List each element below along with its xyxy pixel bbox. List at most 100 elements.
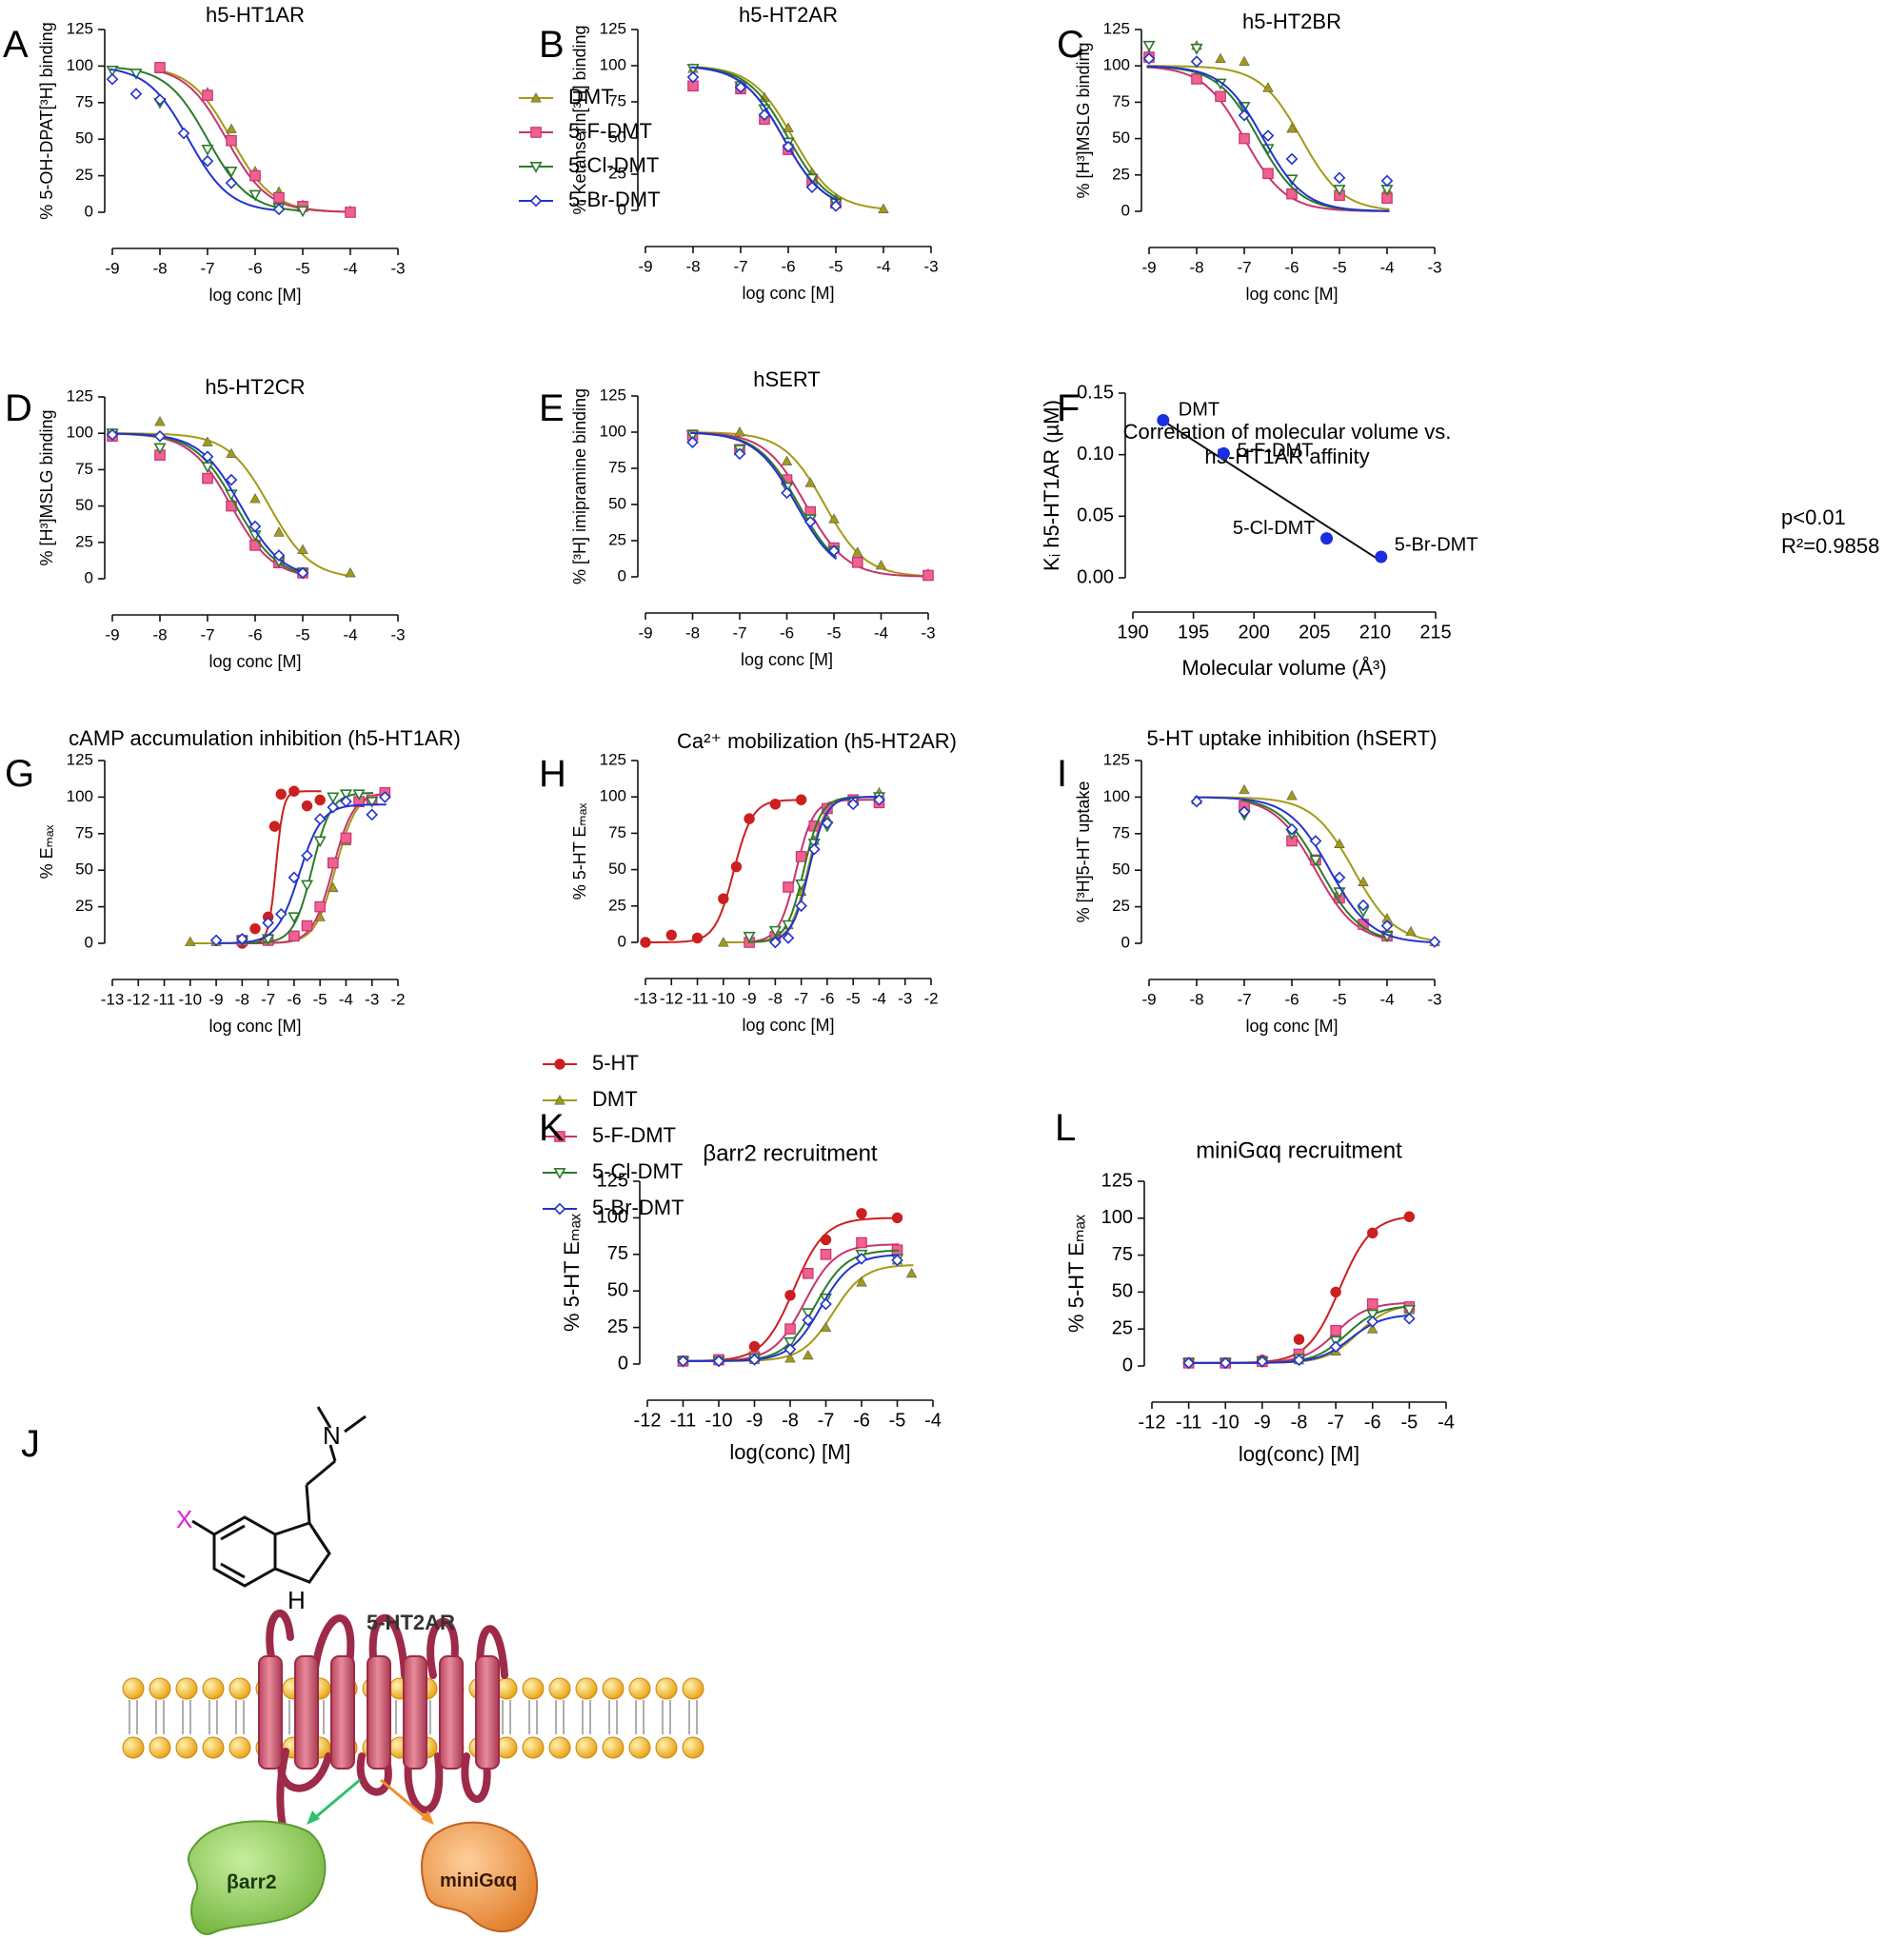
data-point-5-br-dmt xyxy=(153,429,167,443)
x-tick-label: 215 xyxy=(1419,622,1451,643)
data-point-5-br-dmt xyxy=(712,1355,725,1368)
series-5-br-dmt xyxy=(686,66,843,212)
data-point-5-f-dmt xyxy=(820,1248,832,1260)
y-tick-label: 0.00 xyxy=(1077,566,1114,587)
data-point-5-f-dmt xyxy=(314,900,326,913)
fit-curve-5-br-dmt xyxy=(689,431,838,560)
data-point-5-f-dmt xyxy=(795,851,807,862)
y-tick-label: 50 xyxy=(75,496,93,514)
data-point-5-cl-dmt xyxy=(300,880,314,892)
data-point-5-f-dmt xyxy=(802,1267,814,1279)
y-tick-label: 75 xyxy=(607,1243,628,1264)
legend-label-dmt: DMT xyxy=(568,85,614,109)
x-tick-label: -10 xyxy=(179,990,203,1008)
y-tick-label: 50 xyxy=(75,860,93,879)
x-tick-label: 190 xyxy=(1117,622,1148,643)
x-tick-label: -5 xyxy=(846,989,861,1007)
lipid-head xyxy=(522,1736,545,1759)
data-point-5-cl-dmt xyxy=(248,189,262,202)
x-tick-label: -11 xyxy=(1176,1412,1201,1433)
data-point-5-cl-dmt xyxy=(1333,185,1346,196)
y-tick-label: 125 xyxy=(600,750,626,768)
x-tick-label: -7 xyxy=(200,259,214,277)
chart-title: hSERT xyxy=(753,367,821,391)
data-point-dmt xyxy=(1334,838,1345,849)
lipid-head xyxy=(228,1736,251,1759)
data-point-5-br-dmt xyxy=(1366,1315,1379,1328)
data-point-5-br-dmt xyxy=(827,544,841,557)
data-point-5-f-dmt xyxy=(1286,188,1298,200)
data-point-5-br-dmt xyxy=(201,154,214,168)
panel-letter-k: K xyxy=(539,1107,565,1149)
x-tick-label: 210 xyxy=(1359,622,1391,643)
data-point-5-br-dmt xyxy=(129,88,143,100)
legend-marker-dmt xyxy=(554,1095,565,1105)
data-point-5-f-dmt xyxy=(1239,132,1250,145)
data-point-5-ht xyxy=(1367,1227,1378,1239)
data-point-5-cl-dmt xyxy=(327,792,340,804)
stat-text: p<0.01 xyxy=(1781,505,1846,529)
chart-title: cAMP accumulation inhibition (h5-HT1AR) xyxy=(69,726,461,750)
series-dmt xyxy=(677,1255,918,1366)
legend-label-5-cl-dmt: 5-Cl-DMT xyxy=(568,153,659,177)
data-point-5-f-dmt xyxy=(784,1323,796,1335)
panel-letter-d: D xyxy=(5,387,32,429)
data-point-5-br-dmt xyxy=(106,72,119,86)
data-point-5-br-dmt xyxy=(820,1297,832,1311)
data-point-5-f-dmt xyxy=(327,857,339,869)
data-point-dmt xyxy=(1262,82,1274,92)
chart-panel-c: Ch5-HT2BR 0 25 50 75 100 125 -9 -8 -7 -6 -5 -4 -3 log … xyxy=(1057,10,1442,304)
data-point-5-br-dmt xyxy=(1142,52,1156,65)
x-tick-label: -4 xyxy=(872,989,886,1007)
series-5-br-dmt xyxy=(106,428,309,580)
data-point-5-ht xyxy=(314,794,326,806)
chart-panel-h: H Ca²⁺ mobilization (h5-HT2AR) 0 25 50 75 100 1… xyxy=(539,729,957,1035)
data-point-5-cl-dmt xyxy=(1190,43,1203,55)
data-point-5-br-dmt xyxy=(1428,936,1441,948)
y-tick-label: 25 xyxy=(1112,897,1130,915)
y-tick-label: 25 xyxy=(608,896,626,914)
x-tick-label: -8 xyxy=(685,623,700,642)
x-tick-label: -4 xyxy=(876,257,890,275)
data-point-5-br-dmt xyxy=(201,450,214,463)
y-tick-label: 50 xyxy=(608,494,626,512)
panel-letter-h: H xyxy=(539,753,566,795)
x-tick-label: -5 xyxy=(1400,1412,1418,1433)
panel-letter-l: L xyxy=(1055,1107,1076,1149)
data-point-5-ht xyxy=(275,788,287,801)
data-point-5-ht xyxy=(856,1208,867,1219)
x-tick-label: -6 xyxy=(780,623,794,642)
data-point-5-ht xyxy=(640,937,651,948)
y-tick-label: 0 xyxy=(85,933,93,951)
y-axis-label: % 5-HT Eₘₐₓ xyxy=(570,803,589,900)
fit-curve-5-f-dmt xyxy=(157,69,353,213)
legend-label-dmt: DMT xyxy=(592,1087,638,1111)
data-point-5-br-dmt xyxy=(1190,795,1203,808)
data-point-dmt xyxy=(154,416,166,426)
chart-title: 5-HT uptake inhibition (hSERT) xyxy=(1147,726,1438,750)
y-tick-label: 0 xyxy=(618,932,626,950)
data-point-5-br-dmt xyxy=(1285,822,1299,836)
miniGq-label: miniGαq xyxy=(440,1870,517,1891)
data-point-dmt xyxy=(1367,1323,1378,1334)
x-tick-label: -3 xyxy=(1427,258,1441,276)
x-tick-label: -6 xyxy=(287,990,301,1008)
data-point-5-ht xyxy=(1403,1211,1416,1222)
series-5-f-dmt xyxy=(1239,800,1393,942)
data-point-5-br-dmt xyxy=(734,81,747,94)
data-point-5-f-dmt xyxy=(226,134,237,147)
legend-marker-5-cl-dmt xyxy=(529,162,543,173)
lipid-head xyxy=(655,1677,678,1700)
data-point-5-ht xyxy=(691,932,704,944)
panel-letter-c: C xyxy=(1057,24,1084,66)
indole-h-label: H xyxy=(288,1586,306,1614)
legend-marker-5-br-dmt xyxy=(553,1202,566,1216)
data-point-5-br-dmt xyxy=(1261,129,1275,142)
data-point-dmt xyxy=(345,567,356,578)
helix-2 xyxy=(294,1655,319,1770)
x-tick-label: -6 xyxy=(1364,1412,1381,1433)
data-point-5-br-dmt xyxy=(807,842,821,856)
data-point-5-ht xyxy=(730,860,743,873)
x-tick-label: -12 xyxy=(660,989,684,1007)
y-axis-label: % [³H] imipramine binding xyxy=(570,388,589,584)
